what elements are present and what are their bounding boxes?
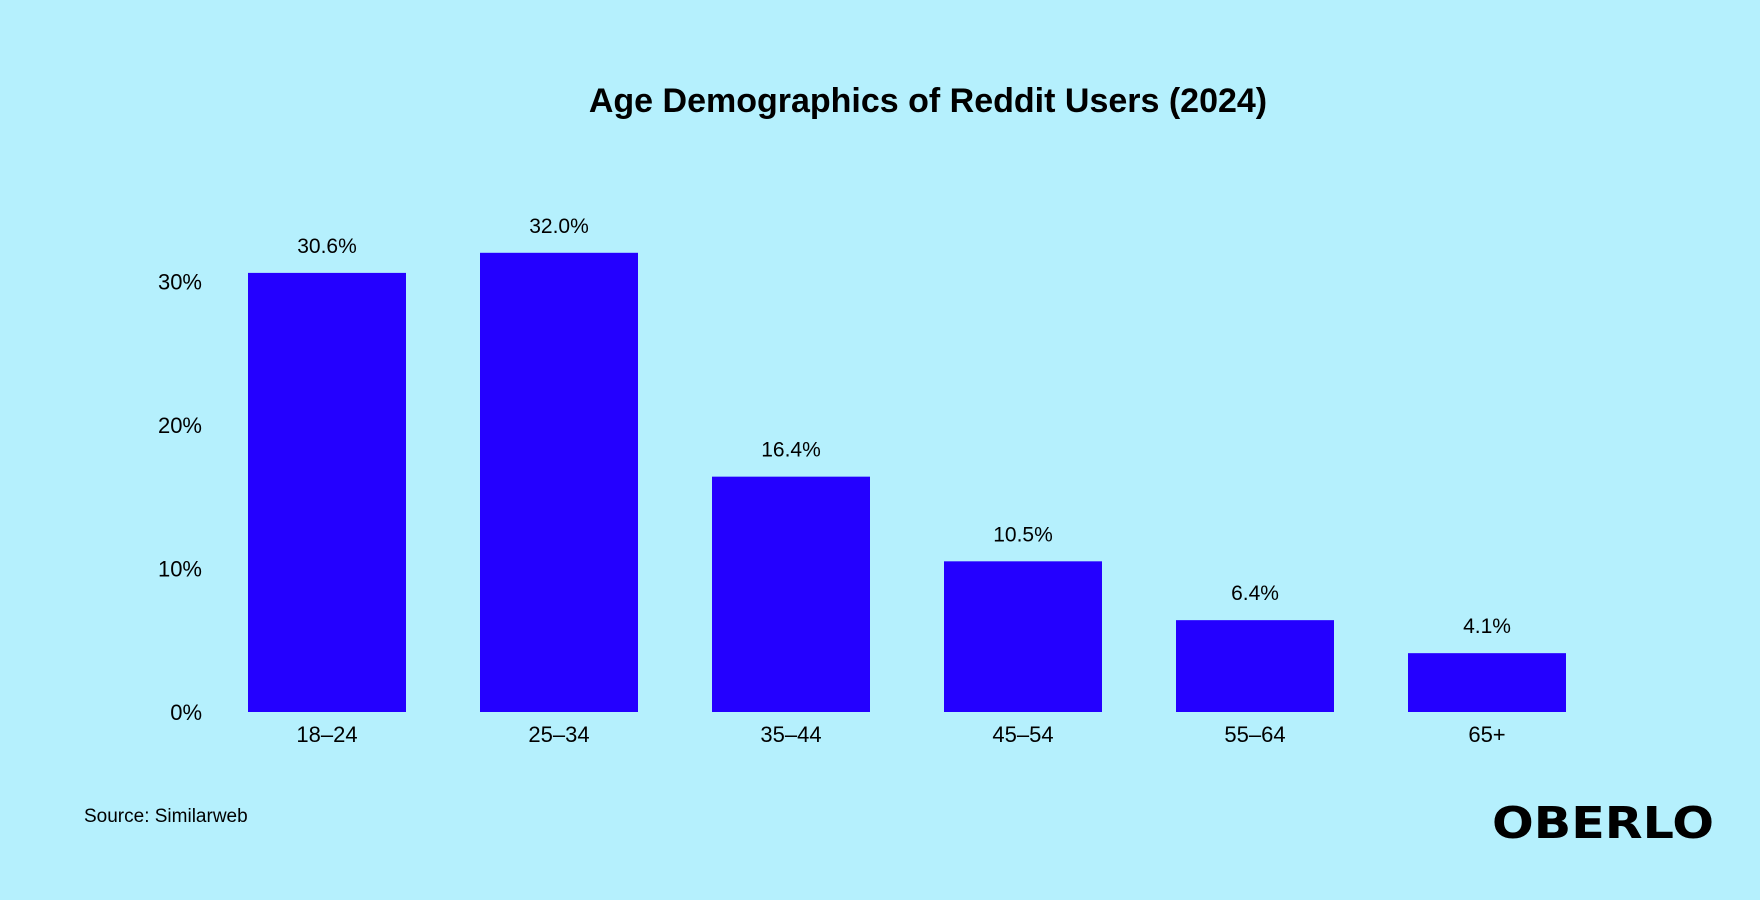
y-axis: 0% 10% 20% 30% — [158, 270, 202, 726]
chart-title: Age Demographics of Reddit Users (2024) — [589, 82, 1267, 120]
logo-text: OBERLO — [1492, 800, 1714, 844]
x-tick-label: 65+ — [1468, 722, 1505, 747]
y-tick-label: 20% — [158, 413, 202, 438]
x-tick-label: 18–24 — [296, 722, 357, 747]
bar — [944, 561, 1102, 712]
x-tick-label: 45–54 — [992, 722, 1053, 747]
data-label: 16.4% — [761, 439, 821, 462]
bars-group: 30.6% 32.0% 16.4% 10.5% 6.4% 4.1% — [248, 215, 1566, 713]
y-tick-label: 0% — [170, 700, 202, 725]
bar — [1408, 653, 1566, 712]
data-label: 10.5% — [993, 523, 1053, 546]
x-axis: 18–24 25–34 35–44 45–54 55–64 65+ — [296, 722, 1505, 747]
x-tick-label: 35–44 — [760, 722, 821, 747]
data-label: 30.6% — [297, 235, 357, 258]
x-tick-label: 25–34 — [528, 722, 589, 747]
bar — [248, 272, 406, 712]
y-tick-label: 30% — [158, 270, 202, 295]
x-tick-label: 55–64 — [1224, 722, 1285, 747]
data-label: 4.1% — [1463, 615, 1511, 638]
source-note: Source: Similarweb — [84, 806, 248, 827]
bar — [480, 252, 638, 713]
y-tick-label: 10% — [158, 557, 202, 582]
oberlo-logo: OBERLO — [1492, 800, 1714, 844]
data-label: 32.0% — [529, 215, 589, 238]
data-label: 6.4% — [1231, 582, 1279, 605]
bar — [712, 476, 870, 712]
bar — [1176, 620, 1334, 712]
